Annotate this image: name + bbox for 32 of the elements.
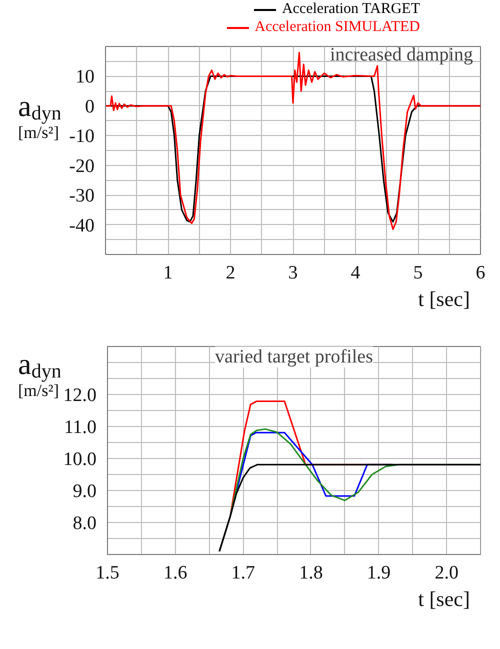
y-tick-label: 11.0 [64, 417, 96, 438]
y-axis-title: a$_{dyn}$ [m/s²] [18, 90, 62, 142]
x-tick-label: 6 [476, 262, 486, 284]
x-tick-label: 4 [350, 262, 361, 284]
y-tick-label: -40 [69, 215, 94, 236]
x-tick-label: 2.0 [434, 562, 458, 584]
legend-label: Acceleration SIMULATED [254, 19, 420, 35]
x-axis-title: t [sec] [417, 586, 470, 613]
x-tick-label: 3 [288, 262, 298, 284]
y-tick-label: 10.0 [63, 449, 96, 470]
x-tick-label: 2 [226, 262, 236, 284]
annotation: increased damping [330, 44, 474, 66]
y-axis-title: a$_{dyn}$ [m/s²] [18, 348, 62, 400]
y-tick-label: 9.0 [72, 481, 96, 502]
legend-label: Acceleration TARGET [282, 1, 420, 17]
x-tick-label: 1.6 [163, 562, 188, 584]
y-tick-label: -10 [69, 126, 94, 148]
x-tick-label: 1.5 [96, 562, 120, 584]
y-tick-label: 12.0 [63, 385, 96, 406]
x-tick-label: 5 [413, 262, 423, 284]
y-tick-label: 8.0 [72, 513, 96, 534]
y-tick-label: -20 [69, 156, 94, 177]
y-tick-label: 10 [76, 66, 94, 88]
x-tick-label: 1.7 [231, 562, 256, 584]
y-tick-label: -30 [69, 186, 94, 207]
x-tick-label: 1.8 [299, 562, 323, 584]
y-tick-label: 0 [85, 96, 94, 118]
x-tick-label: 1 [163, 262, 173, 284]
annotation: varied target profiles [215, 346, 373, 368]
x-tick-label: 1.9 [366, 562, 391, 584]
x-axis-title: t [sec] [417, 286, 470, 313]
line-series [218, 464, 480, 552]
